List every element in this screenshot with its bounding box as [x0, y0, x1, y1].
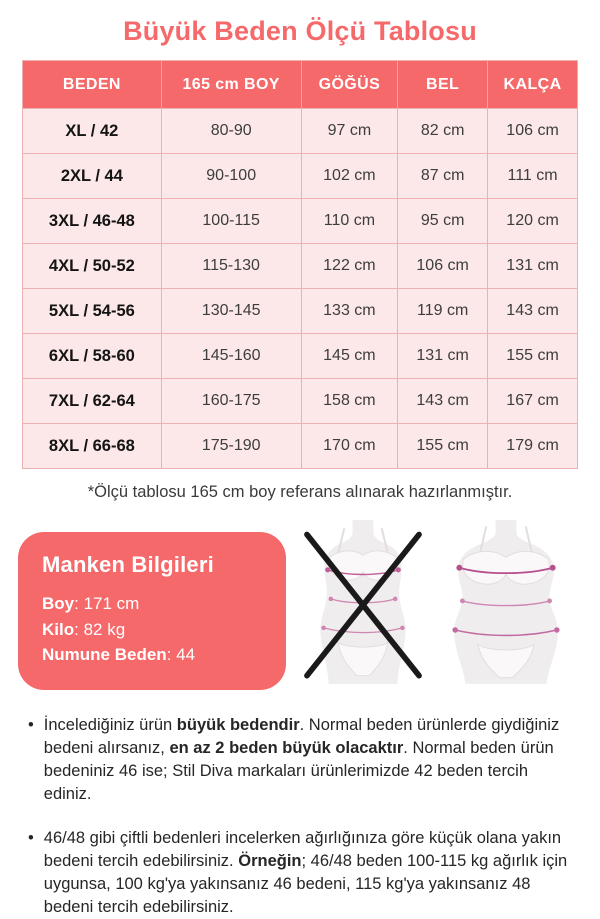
notes-list: • İncelediğiniz ürün büyük bedendir. Nor…: [28, 714, 576, 919]
measurement-cell: 87 cm: [398, 154, 488, 199]
field-value: 44: [176, 645, 195, 664]
note-text-segment: büyük bedendir: [177, 716, 300, 734]
measurement-cell: 143 cm: [398, 379, 488, 424]
measurement-cell: 95 cm: [398, 199, 488, 244]
size-label-cell: 7XL / 62-64: [23, 379, 162, 424]
table-footnote: *Ölçü tablosu 165 cm boy referans alınar…: [0, 483, 600, 502]
measurement-cell: 158 cm: [301, 379, 398, 424]
measurement-cell: 179 cm: [488, 424, 578, 469]
size-label-cell: 4XL / 50-52: [23, 244, 162, 289]
model-sample-size-field: Numune Beden: 44: [42, 642, 262, 668]
note-text-segment: Örneğin: [238, 852, 301, 870]
measurement-cell: 110 cm: [301, 199, 398, 244]
note-text: İncelediğiniz ürün büyük bedendir. Norma…: [44, 714, 576, 806]
measurement-cell: 102 cm: [301, 154, 398, 199]
measurement-cell: 122 cm: [301, 244, 398, 289]
measurement-cell: 167 cm: [488, 379, 578, 424]
plus-body-figure: [437, 520, 575, 686]
bullet-icon: •: [28, 714, 34, 806]
slim-body-figure-crossed: [299, 520, 427, 686]
measurement-cell: 145 cm: [301, 334, 398, 379]
column-header: BEL: [398, 61, 488, 109]
field-value: 171 cm: [84, 594, 140, 613]
model-info-card: Manken Bilgileri Boy: 171 cm Kilo: 82 kg…: [18, 532, 286, 690]
field-separator: :: [74, 594, 83, 613]
measurement-cell: 90-100: [161, 154, 301, 199]
measurement-cell: 106 cm: [398, 244, 488, 289]
field-separator: :: [74, 620, 83, 639]
model-weight-field: Kilo: 82 kg: [42, 617, 262, 643]
measurement-cell: 80-90: [161, 109, 301, 154]
size-label-cell: XL / 42: [23, 109, 162, 154]
measurement-cell: 131 cm: [398, 334, 488, 379]
body-figures: [286, 520, 584, 690]
measurement-cell: 100-115: [161, 199, 301, 244]
note-text: 46/48 gibi çiftli bedenleri incelerken a…: [44, 827, 576, 919]
column-header: GÖĞÜS: [301, 61, 398, 109]
list-item: • İncelediğiniz ürün büyük bedendir. Nor…: [28, 714, 576, 806]
measurement-cell: 143 cm: [488, 289, 578, 334]
measurement-cell: 120 cm: [488, 199, 578, 244]
field-value: 82 kg: [84, 620, 126, 639]
note-text-segment: İncelediğiniz ürün: [44, 716, 177, 734]
column-header: KALÇA: [488, 61, 578, 109]
list-item: • 46/48 gibi çiftli bedenleri incelerken…: [28, 827, 576, 919]
field-separator: :: [167, 645, 176, 664]
field-label: Numune Beden: [42, 645, 167, 664]
model-info-section: Manken Bilgileri Boy: 171 cm Kilo: 82 kg…: [18, 520, 584, 690]
measurement-cell: 119 cm: [398, 289, 488, 334]
measurement-cell: 145-160: [161, 334, 301, 379]
measurement-cell: 133 cm: [301, 289, 398, 334]
measurement-cell: 115-130: [161, 244, 301, 289]
column-header: 165 cm BOY: [161, 61, 301, 109]
measurement-cell: 131 cm: [488, 244, 578, 289]
measurement-cell: 97 cm: [301, 109, 398, 154]
measurement-cell: 106 cm: [488, 109, 578, 154]
measurement-cell: 155 cm: [398, 424, 488, 469]
measurement-cell: 170 cm: [301, 424, 398, 469]
column-header: BEDEN: [23, 61, 162, 109]
measurement-cell: 175-190: [161, 424, 301, 469]
measurement-cell: 130-145: [161, 289, 301, 334]
size-label-cell: 8XL / 66-68: [23, 424, 162, 469]
measurement-cell: 82 cm: [398, 109, 488, 154]
size-label-cell: 6XL / 58-60: [23, 334, 162, 379]
field-label: Boy: [42, 594, 74, 613]
size-label-cell: 2XL / 44: [23, 154, 162, 199]
measurement-cell: 111 cm: [488, 154, 578, 199]
measurement-cell: 155 cm: [488, 334, 578, 379]
bullet-icon: •: [28, 827, 34, 919]
note-text-segment: en az 2 beden büyük olacaktır: [169, 739, 403, 757]
field-label: Kilo: [42, 620, 74, 639]
measurement-cell: 160-175: [161, 379, 301, 424]
model-info-title: Manken Bilgileri: [42, 552, 262, 578]
plus-body-figure-wrap: [437, 520, 575, 686]
slim-body-figure: [299, 520, 427, 686]
size-label-cell: 3XL / 46-48: [23, 199, 162, 244]
size-label-cell: 5XL / 54-56: [23, 289, 162, 334]
page-title: Büyük Beden Ölçü Tablosu: [0, 16, 600, 47]
model-height-field: Boy: 171 cm: [42, 591, 262, 617]
